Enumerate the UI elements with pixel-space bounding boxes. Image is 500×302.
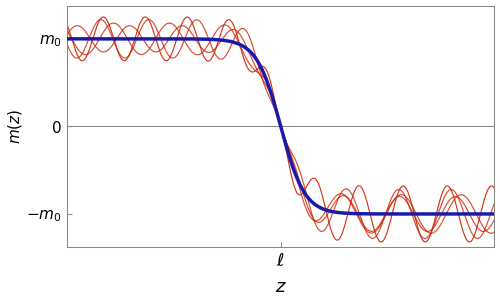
X-axis label: $z$: $z$	[275, 278, 286, 297]
Y-axis label: $m(z)$: $m(z)$	[6, 109, 24, 144]
